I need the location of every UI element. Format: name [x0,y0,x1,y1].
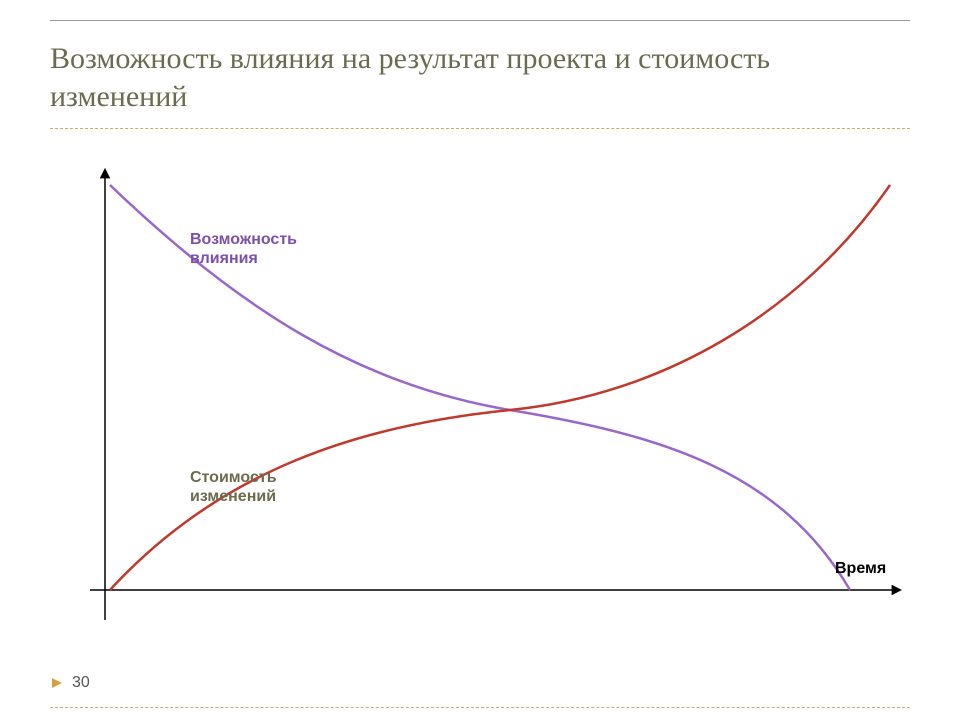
footer-bullet: 30 [50,674,90,692]
chart-area: Возможность влияния Стоимость изменений Вр… [60,160,910,640]
bottom-rule [50,707,910,708]
page-number: 30 [72,674,90,692]
series-label-cost: Стоимость изменений [190,468,277,506]
series-label-influence: Возможность влияния [190,230,297,268]
title-separator [50,128,910,129]
arrow-bullet-icon [50,676,64,690]
chart-svg [60,160,910,640]
slide-title: Возможность влияния на результат проекта… [50,40,910,115]
x-axis-label: Время [835,560,886,578]
top-rule [50,20,910,21]
